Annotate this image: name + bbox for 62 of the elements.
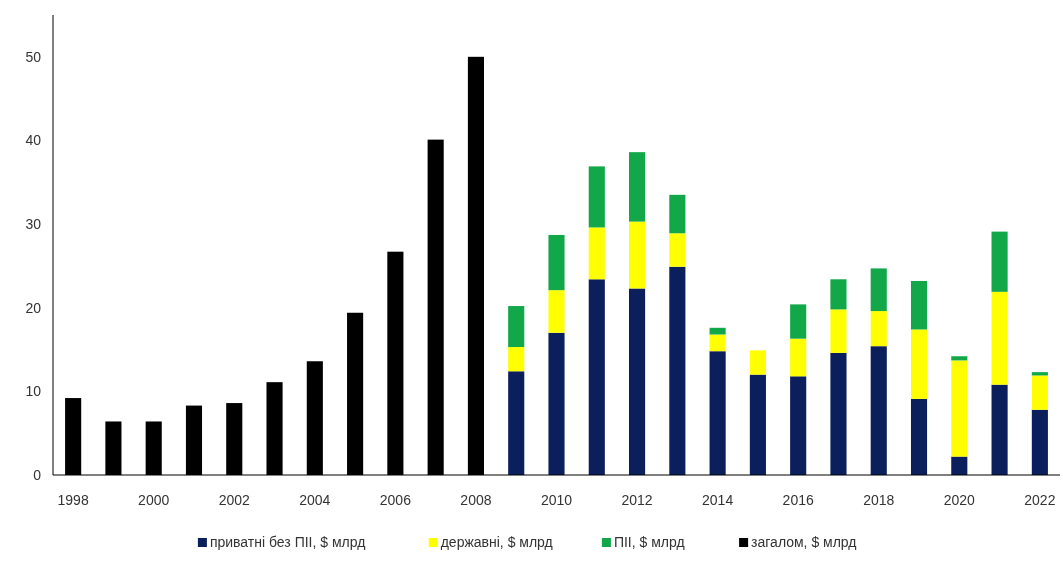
x-tick-label: 2022 <box>1024 492 1056 508</box>
x-tick-label: 2014 <box>702 492 734 508</box>
y-tick-label: 0 <box>33 466 42 483</box>
legend-label: ПІІ, $ млрд <box>613 534 685 550</box>
bar <box>749 374 766 475</box>
x-tick-label: 2010 <box>540 492 573 508</box>
x-tick-label: 2016 <box>782 492 814 508</box>
bar <box>790 338 807 377</box>
x-tick-label: 1998 <box>57 492 89 508</box>
bar <box>830 309 847 353</box>
bar <box>951 456 968 475</box>
x-tick-label: 2020 <box>943 492 976 508</box>
x-tick-label: 2000 <box>138 492 170 508</box>
bar <box>1031 409 1048 475</box>
bar <box>1031 375 1048 410</box>
bar <box>629 288 646 475</box>
bar <box>830 352 847 475</box>
legend-label: державні, $ млрд <box>440 534 553 550</box>
bar <box>749 350 766 375</box>
bar <box>951 360 968 457</box>
bar <box>709 334 726 352</box>
bar <box>910 398 928 475</box>
bar <box>830 279 847 310</box>
bar <box>991 384 1008 475</box>
bar <box>951 356 968 361</box>
bar <box>991 291 1008 385</box>
bar <box>669 266 686 475</box>
x-tick-label: 2012 <box>621 492 653 508</box>
y-tick-label: 30 <box>25 215 42 232</box>
x-tick-label: 2018 <box>863 492 895 508</box>
bar <box>548 290 565 333</box>
bar <box>910 280 928 330</box>
bar <box>508 306 525 348</box>
bar <box>588 227 605 280</box>
bar <box>508 371 525 475</box>
legend-label: загалом, $ млрд <box>751 534 857 550</box>
bar <box>870 268 887 312</box>
bar <box>870 346 887 475</box>
y-tick-label: 40 <box>25 132 42 149</box>
bar <box>870 311 887 347</box>
bar <box>669 233 686 267</box>
bar <box>629 221 646 289</box>
bar <box>790 304 807 339</box>
y-tick-label: 20 <box>25 299 42 316</box>
bar <box>629 152 646 222</box>
bar <box>588 279 605 475</box>
bar <box>588 166 605 228</box>
y-tick-label: 50 <box>25 48 42 65</box>
bar <box>669 194 686 234</box>
bar <box>790 376 807 475</box>
bar <box>508 347 525 372</box>
x-tick-label: 2002 <box>218 492 251 508</box>
x-tick-label: 2006 <box>379 492 412 508</box>
x-tick-label: 2008 <box>460 492 492 508</box>
y-tick-label: 10 <box>25 383 42 400</box>
bar <box>910 329 928 399</box>
legend-label: приватні без ПІІ, $ млрд <box>209 534 366 550</box>
bar <box>991 231 1008 292</box>
bar <box>709 351 726 475</box>
bar <box>548 234 565 291</box>
bar <box>548 332 565 475</box>
x-tick-label: 2004 <box>299 492 331 508</box>
